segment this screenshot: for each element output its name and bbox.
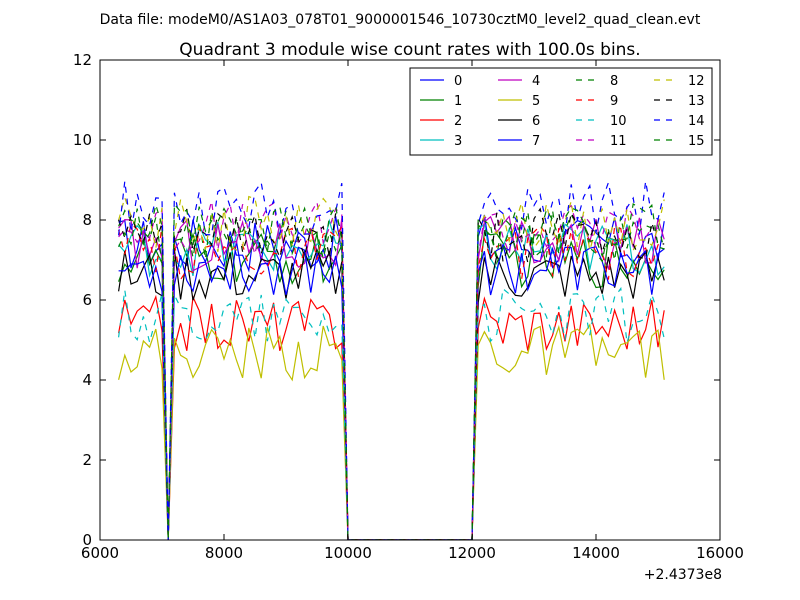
series-10-line xyxy=(118,286,665,540)
series-12-line xyxy=(118,195,665,540)
legend-box xyxy=(409,67,713,156)
series-13-line xyxy=(118,207,665,540)
y-tick-label: 0 xyxy=(82,531,92,549)
x-offset-label: +2.4373e8 xyxy=(644,567,722,583)
series-2-line xyxy=(118,294,665,540)
chart-title: Quadrant 3 module wise count rates with … xyxy=(179,40,640,60)
x-tick-label: 12000 xyxy=(448,544,496,562)
legend-label-3: 3 xyxy=(454,134,462,149)
y-tick-label: 8 xyxy=(82,211,92,229)
y-tick-label: 6 xyxy=(82,291,92,309)
legend-label-11: 11 xyxy=(610,134,627,149)
legend-label-5: 5 xyxy=(532,94,540,109)
legend-label-14: 14 xyxy=(688,114,705,129)
y-tick-label: 10 xyxy=(73,131,92,149)
legend-label-1: 1 xyxy=(454,94,462,109)
x-tick-label: 14000 xyxy=(572,544,620,562)
y-tick-label: 4 xyxy=(82,371,92,389)
y-tick-label: 2 xyxy=(82,451,92,469)
legend-label-10: 10 xyxy=(610,114,627,129)
legend-label-12: 12 xyxy=(688,74,705,89)
legend-label-13: 13 xyxy=(688,94,705,109)
x-tick-label: 8000 xyxy=(205,544,243,562)
legend-label-15: 15 xyxy=(688,134,705,149)
legend-label-4: 4 xyxy=(532,74,540,89)
series-4-line xyxy=(118,215,665,540)
series-15-line xyxy=(118,202,665,540)
series-7-line xyxy=(118,241,665,540)
series-3-line xyxy=(118,218,665,540)
x-tick-label: 6000 xyxy=(81,544,119,562)
series-11-line xyxy=(118,200,665,540)
series-lines xyxy=(118,180,665,540)
legend-label-7: 7 xyxy=(532,134,540,149)
legend-label-2: 2 xyxy=(454,114,462,129)
series-9-line xyxy=(118,222,665,540)
series-14-line xyxy=(118,180,665,540)
series-0-line xyxy=(118,214,665,540)
legend-label-6: 6 xyxy=(532,114,540,129)
x-tick-label: 16000 xyxy=(696,544,744,562)
suptitle: Data file: modeM0/AS1A03_078T01_90000015… xyxy=(100,12,701,28)
y-tick-label: 12 xyxy=(73,51,92,69)
legend-label-9: 9 xyxy=(610,94,618,109)
series-5-line xyxy=(118,323,665,540)
legend-label-8: 8 xyxy=(610,74,618,89)
legend-label-0: 0 xyxy=(454,74,462,89)
series-1-line xyxy=(118,232,665,540)
x-tick-label: 10000 xyxy=(324,544,372,562)
